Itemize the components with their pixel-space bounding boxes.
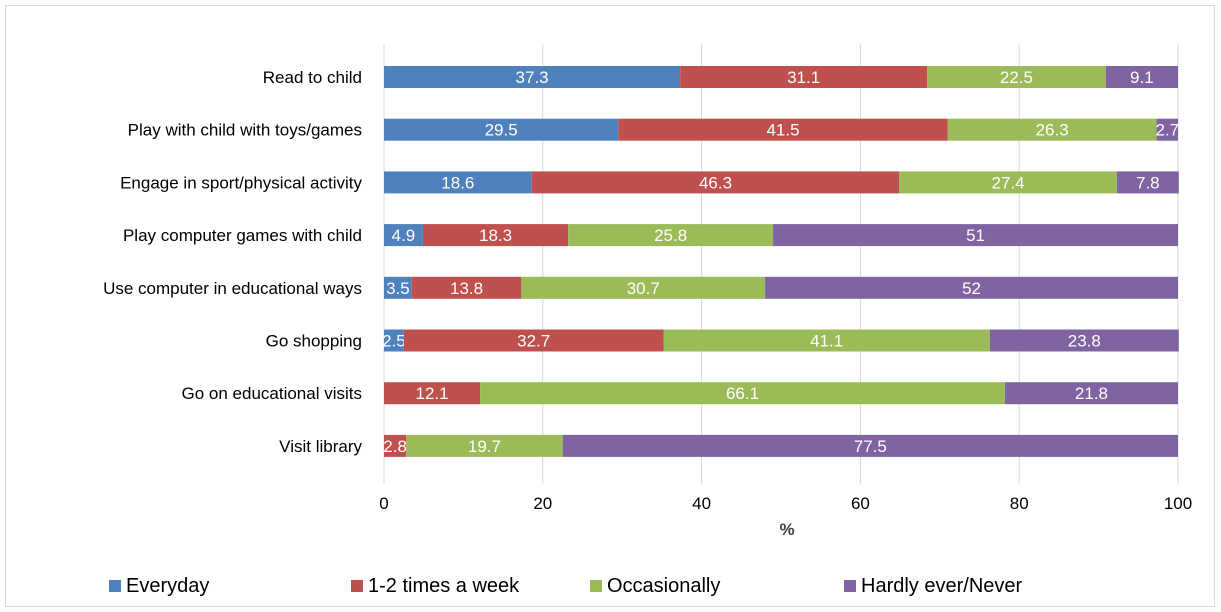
bar-segment bbox=[531, 171, 900, 194]
data-label: 52 bbox=[962, 279, 981, 298]
bars: 37.3 31.1 22.5 9.1 29.5 41.5 26.3 2.7 18.6 46.3 27… bbox=[382, 66, 1179, 457]
x-tick-label: 20 bbox=[533, 494, 552, 513]
bar-segment bbox=[568, 224, 774, 247]
x-tick-label: 60 bbox=[851, 494, 870, 513]
data-label: 21.8 bbox=[1075, 384, 1108, 403]
data-label: 22.5 bbox=[1000, 68, 1033, 87]
legend: Everyday 1-2 times a week Occasionally Hard… bbox=[109, 575, 1023, 597]
data-label: 77.5 bbox=[854, 437, 887, 456]
legend-swatch bbox=[844, 580, 856, 592]
data-label: 23.8 bbox=[1068, 332, 1101, 351]
bar-segment bbox=[927, 66, 1106, 88]
category-label: Go shopping bbox=[266, 332, 362, 351]
bar-segment bbox=[384, 66, 681, 88]
legend-swatch bbox=[109, 580, 121, 592]
data-label: 32.7 bbox=[517, 332, 550, 351]
category-label: Go on educational visits bbox=[182, 384, 363, 403]
legend-label: 1-2 times a week bbox=[368, 575, 520, 597]
legend-label: Everyday bbox=[126, 575, 209, 597]
data-label: 2.5 bbox=[382, 332, 406, 351]
bar-segment bbox=[562, 434, 1178, 457]
x-tick-label: 40 bbox=[692, 494, 711, 513]
data-label: 9.1 bbox=[1130, 68, 1154, 87]
gridlines bbox=[383, 44, 1179, 484]
bar-segment bbox=[384, 329, 404, 352]
data-label: 18.3 bbox=[479, 226, 512, 245]
legend-swatch bbox=[590, 580, 602, 592]
data-label: 41.1 bbox=[810, 332, 843, 351]
data-label: 41.5 bbox=[766, 121, 799, 140]
stacked-bar-chart: 37.3 31.1 22.5 9.1 29.5 41.5 26.3 2.7 18.6 46.3 27… bbox=[103, 44, 1192, 597]
data-label: 26.3 bbox=[1036, 121, 1069, 140]
bar-segment bbox=[773, 224, 1178, 247]
bar-segment bbox=[411, 276, 522, 299]
bar-segment bbox=[1156, 118, 1178, 141]
data-label: 25.8 bbox=[654, 226, 687, 245]
bar-segment bbox=[899, 171, 1117, 194]
bar-segment bbox=[384, 434, 407, 457]
x-tick-label: 0 bbox=[379, 494, 388, 513]
bar-segment bbox=[765, 276, 1178, 299]
category-label: Use computer in educational ways bbox=[103, 279, 362, 298]
bar-segment bbox=[384, 118, 619, 141]
bar-segment bbox=[403, 329, 664, 352]
x-tick-label: 80 bbox=[1010, 494, 1029, 513]
bar-segment bbox=[1116, 171, 1179, 194]
data-label: 51 bbox=[966, 226, 985, 245]
x-tick-label: 100 bbox=[1164, 494, 1192, 513]
data-label: 37.3 bbox=[516, 68, 549, 87]
bar-segment bbox=[1004, 382, 1178, 405]
legend-swatch bbox=[351, 580, 363, 592]
bar-segment bbox=[422, 224, 569, 247]
category-labels: Read to child Play with child with toys/g… bbox=[103, 68, 362, 456]
data-label: 46.3 bbox=[699, 173, 732, 192]
legend-item: 1-2 times a week bbox=[351, 575, 520, 597]
bar-segment bbox=[384, 171, 532, 194]
chart-area: 37.3 31.1 22.5 9.1 29.5 41.5 26.3 2.7 18.6 46.3 27… bbox=[5, 5, 1215, 607]
bar-segment bbox=[384, 382, 481, 405]
data-label: 12.1 bbox=[415, 384, 448, 403]
legend-item: Everyday bbox=[109, 575, 209, 597]
category-label: Play with child with toys/games bbox=[128, 121, 362, 140]
category-label: Play computer games with child bbox=[123, 226, 362, 245]
data-label: 27.4 bbox=[992, 173, 1025, 192]
data-label: 2.8 bbox=[383, 437, 407, 456]
legend-label: Occasionally bbox=[607, 575, 720, 597]
legend-item: Hardly ever/Never bbox=[844, 575, 1023, 597]
data-label: 66.1 bbox=[726, 384, 759, 403]
data-label: 7.8 bbox=[1136, 173, 1160, 192]
bar-segment bbox=[480, 382, 1005, 405]
data-label: 3.5 bbox=[386, 279, 410, 298]
data-label: 13.8 bbox=[450, 279, 483, 298]
data-label: 19.7 bbox=[468, 437, 501, 456]
bar-segment bbox=[384, 276, 412, 299]
x-axis-ticks: 0 20 40 60 80 100 bbox=[379, 494, 1192, 513]
data-label: 29.5 bbox=[485, 121, 518, 140]
data-label: 31.1 bbox=[787, 68, 820, 87]
category-label: Read to child bbox=[263, 68, 362, 87]
category-label: Engage in sport/physical activity bbox=[120, 173, 362, 192]
legend-label: Hardly ever/Never bbox=[861, 575, 1023, 597]
x-axis-title: % bbox=[779, 520, 794, 539]
bar-segment bbox=[947, 118, 1157, 141]
legend-item: Occasionally bbox=[590, 575, 720, 597]
bar-segment bbox=[406, 434, 563, 457]
data-label: 18.6 bbox=[441, 173, 474, 192]
bar-segment bbox=[384, 224, 423, 247]
category-label: Visit library bbox=[279, 437, 362, 456]
bar-segment bbox=[663, 329, 990, 352]
bar-segment bbox=[680, 66, 928, 88]
data-label: 30.7 bbox=[627, 279, 660, 298]
bar-segment bbox=[989, 329, 1179, 352]
bar-segment bbox=[1105, 66, 1178, 88]
data-label: 2.7 bbox=[1155, 121, 1179, 140]
bar-segment bbox=[521, 276, 766, 299]
bar-segment bbox=[618, 118, 948, 141]
data-label: 4.9 bbox=[392, 226, 416, 245]
